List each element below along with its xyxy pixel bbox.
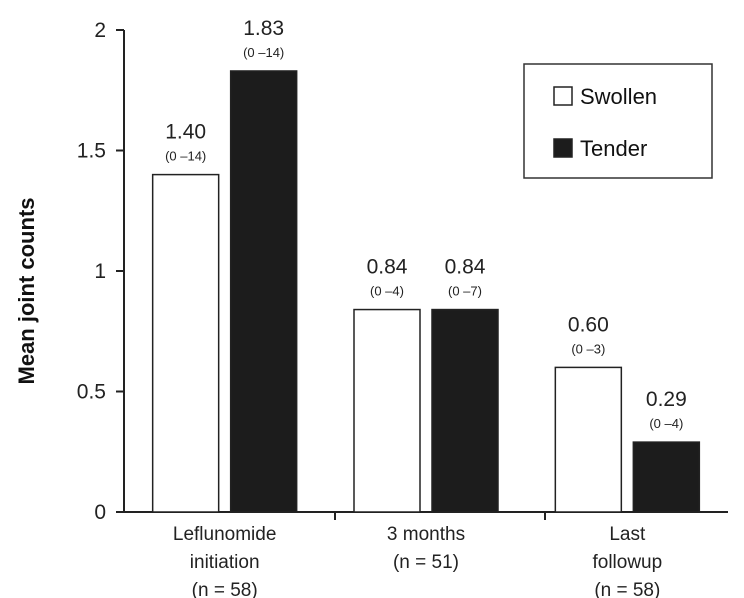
x-tick-label: Last: [609, 524, 646, 545]
legend-swatch-tender: [553, 138, 573, 158]
y-tick-label: 1.5: [77, 140, 106, 163]
bar-value-label: 1.83: [243, 17, 284, 40]
x-axis: Leflunomide initiation (n = 58) 3 months (n …: [124, 511, 728, 598]
y-tick-label: 1: [94, 260, 106, 283]
y-tick-label: 0.5: [77, 381, 106, 404]
y-axis-title: Mean joint counts: [14, 198, 39, 385]
bar-range-label: (0 –7): [448, 284, 482, 299]
legend-box: [523, 63, 713, 179]
x-tick-label: (n = 51): [393, 552, 459, 573]
bars: [151, 70, 701, 513]
bar-swollen-1: [353, 308, 421, 513]
x-tick-label: followup: [592, 552, 662, 573]
legend: Swollen Tender: [523, 63, 713, 179]
bar-range-label: (0 –3): [571, 341, 605, 356]
x-tick-label: (n = 58): [594, 580, 660, 598]
bar-range-label: (0 –4): [370, 284, 404, 299]
bar-tender-2: [632, 441, 701, 513]
bar-range-label: (0 –4): [649, 416, 683, 431]
bar-range-label: (0 –14): [165, 149, 206, 164]
bar-value-label: 1.40: [165, 121, 206, 144]
bar-labels: 1.40 (0 –14) 1.83 (0 –14) 0.84 (0 –4) 0.84 (0 –…: [165, 17, 687, 431]
legend-swatch-swollen: [553, 86, 573, 106]
legend-label-tender: Tender: [580, 136, 647, 161]
bar-swollen-2: [554, 366, 623, 513]
bar-tender-1: [431, 308, 499, 513]
bar-range-label: (0 –14): [243, 45, 284, 60]
x-tick-label: (n = 58): [192, 580, 258, 598]
x-tick-label: initiation: [190, 552, 260, 573]
bar-tender-0: [229, 70, 298, 513]
bar-value-label: 0.60: [568, 313, 609, 336]
bar-value-label: 0.29: [646, 388, 687, 411]
legend-label-swollen: Swollen: [580, 84, 657, 109]
x-tick-label: 3 months: [387, 524, 465, 545]
y-tick-label: 0: [94, 501, 106, 524]
y-axis: 0 0.5 1 1.5 2 Mean joint counts: [14, 19, 125, 524]
bar-value-label: 0.84: [445, 256, 486, 279]
x-tick-label: Leflunomide: [173, 524, 277, 545]
bar-value-label: 0.84: [367, 256, 408, 279]
y-tick-label: 2: [94, 19, 106, 42]
bar-swollen-0: [151, 173, 220, 513]
